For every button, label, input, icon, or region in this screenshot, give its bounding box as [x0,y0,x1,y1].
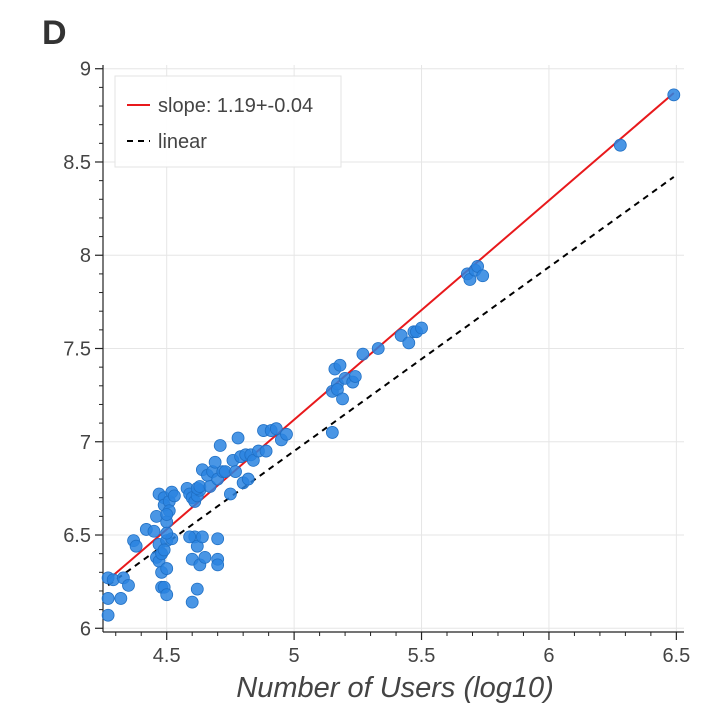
y-tick-label: 7 [80,432,91,454]
data-point [224,487,237,501]
x-tick-label: 6.5 [662,645,690,667]
x-axis-label: Number of Users (log10) [236,672,554,704]
data-point [229,465,242,478]
y-tick-label: 8.5 [63,152,91,174]
data-point [183,530,197,544]
data-point [402,336,416,350]
data-point [160,526,174,540]
data-point [336,392,349,406]
x-tick-label: 5 [289,645,300,667]
data-point [203,480,217,493]
y-tick-label: 6 [80,618,91,640]
data-point [190,582,204,596]
x-tick-label: 5.5 [408,645,436,667]
data-point [101,592,115,605]
data-point [213,439,227,452]
data-point [231,431,245,445]
data-point [185,595,199,609]
y-tick-label: 6.5 [63,525,91,547]
data-point [160,562,174,575]
y-tick-label: 9 [80,59,91,81]
data-point [211,532,225,546]
data-point [241,472,255,486]
legend-label-linear: linear [158,131,207,153]
data-point [160,588,174,602]
data-point [114,592,128,605]
data-point [371,342,385,355]
legend-box [114,75,342,168]
data-point [269,422,283,436]
data-point [195,530,209,544]
data-point [348,370,362,383]
data-point [394,329,408,342]
data-point [211,558,225,572]
data-point [198,550,212,564]
data-point [333,358,347,372]
data-point [122,578,135,592]
axes: 4.5 5 5.5 6 6.5 6 6.5 7 7.5 8 8.5 9 [63,59,690,667]
data-point [157,543,171,557]
data-point [415,321,428,335]
x-tick-label: 4.5 [153,645,181,667]
data-points [101,88,681,622]
data-point [208,455,222,469]
legend: slope: 1.19+-0.04 linear [114,75,342,168]
data-point [160,508,174,521]
panel-letter: D [42,14,67,52]
grid [103,65,684,632]
data-point [667,88,681,102]
data-point [476,269,490,283]
data-point [325,426,339,439]
x-tick-label: 6 [543,645,554,667]
linear-reference-line [107,176,675,587]
data-point [356,347,370,361]
data-point [613,138,627,152]
y-tick-label: 7.5 [63,339,91,361]
data-point [147,524,161,538]
data-point [280,427,293,441]
data-point [167,489,181,503]
data-point [101,608,115,622]
legend-label-slope: slope: 1.19+-0.04 [158,95,313,117]
data-point [129,539,143,553]
data-point [259,444,273,458]
y-tick-label: 8 [80,245,91,267]
